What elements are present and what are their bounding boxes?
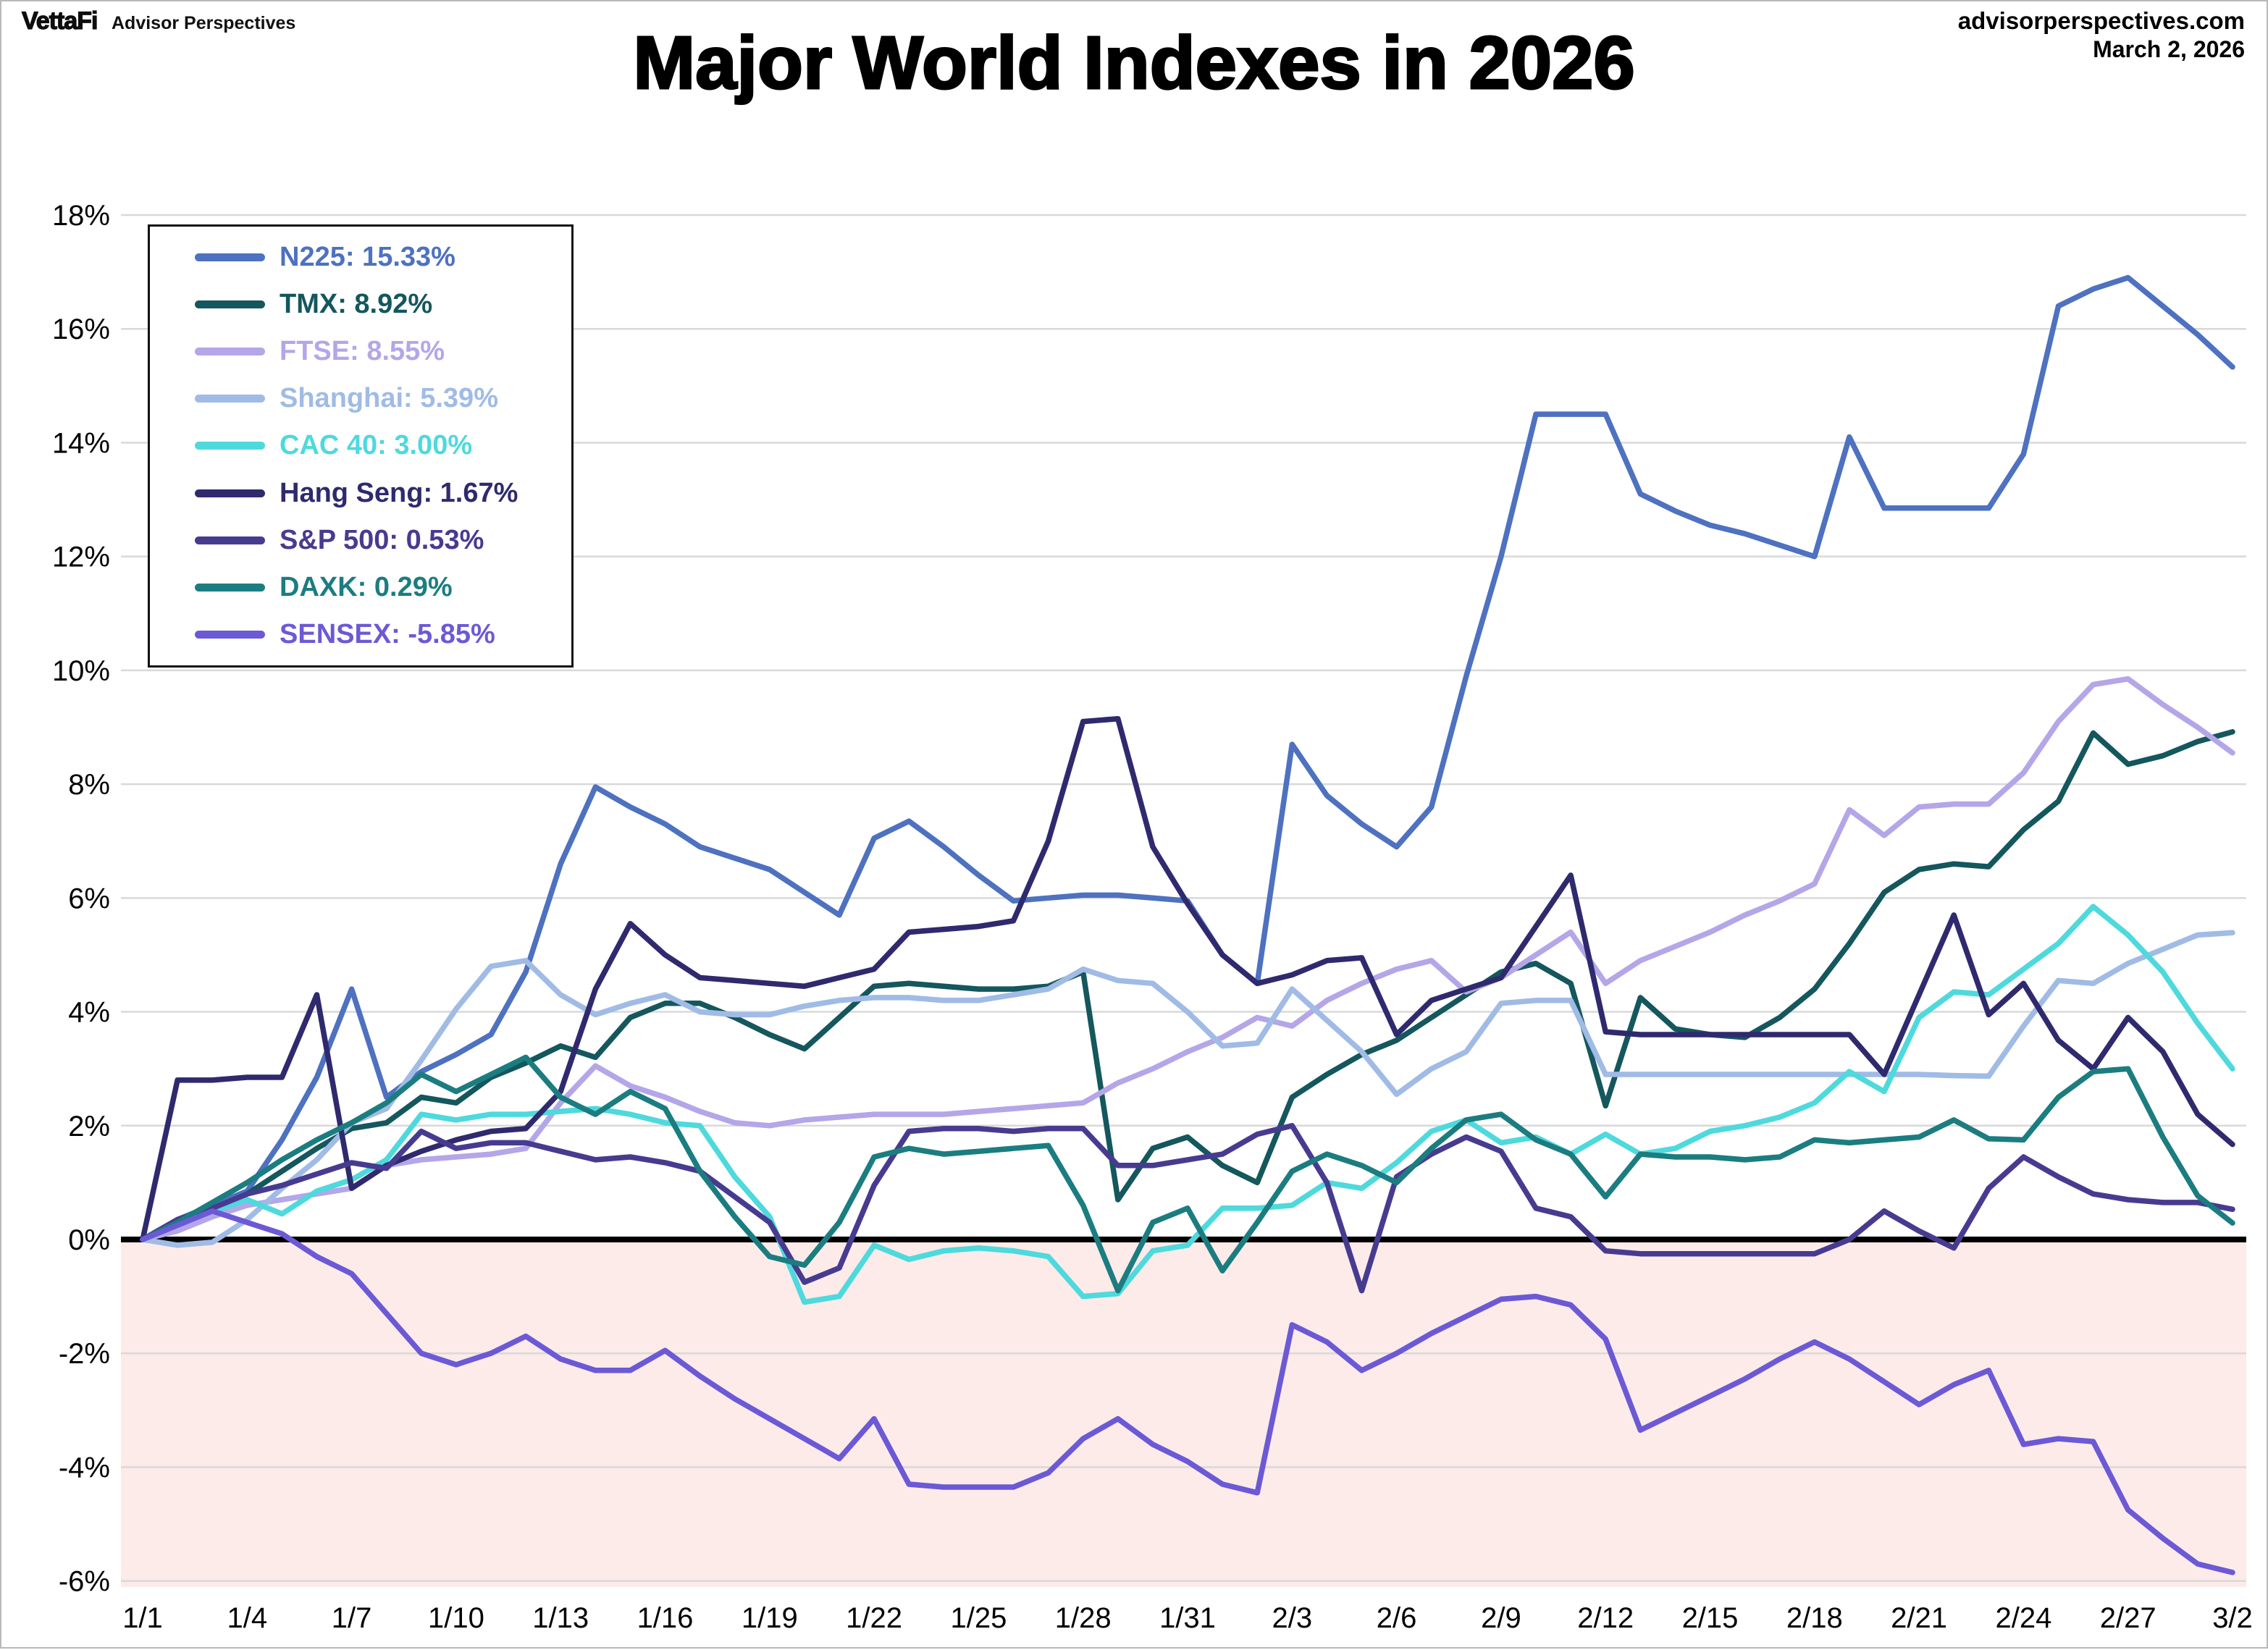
series-line-hangseng: [140, 715, 2235, 1242]
x-axis-label-1/16: 1/16: [637, 1602, 694, 1634]
y-axis-label--4: -4%: [59, 1452, 110, 1483]
x-axis-label-2/15: 2/15: [1682, 1602, 1739, 1634]
x-axis-label-2/18: 2/18: [1786, 1602, 1843, 1634]
chart-legend: N225: 15.33% TMX: 8.92% FTSE: 8.55% Shan…: [148, 224, 574, 668]
x-axis-label-1/10: 1/10: [428, 1602, 484, 1634]
y-axis-label--6: -6%: [59, 1566, 110, 1598]
x-axis-label-1/4: 1/4: [227, 1602, 267, 1634]
cac40-line-swatch: [195, 442, 265, 450]
sp500-line-swatch: [195, 536, 265, 544]
advisor-perspectives-logo-text: Advisor Perspectives: [112, 13, 296, 33]
x-axis-label-1/22: 1/22: [846, 1602, 902, 1634]
y-axis-label-8: 8%: [68, 769, 110, 801]
x-axis-label-2/3: 2/3: [1272, 1602, 1312, 1634]
y-axis-label-10: 10%: [52, 655, 110, 687]
legend-item-hangseng: Hang Seng: 1.67%: [150, 478, 571, 509]
legend-item-daxk: DAXK: 0.29%: [150, 572, 571, 603]
legend-item-shanghai: Shanghai: 5.39%: [150, 383, 571, 414]
legend-label: TMX: 8.92%: [280, 289, 433, 320]
y-axis-label--2: -2%: [59, 1338, 110, 1370]
legend-item-ftse: FTSE: 8.55%: [150, 336, 571, 367]
hangseng-line-swatch: [195, 489, 265, 497]
x-axis-label-1/31: 1/31: [1159, 1602, 1216, 1634]
legend-item-sensex: SENSEX: -5.85%: [150, 619, 571, 650]
x-axis-label-2/12: 2/12: [1577, 1602, 1634, 1634]
legend-item-sp500: S&P 500: 0.53%: [150, 525, 571, 556]
y-axis-label-12: 12%: [52, 542, 110, 573]
legend-label: SENSEX: -5.85%: [280, 618, 495, 649]
sensex-line-swatch: [195, 630, 265, 639]
y-axis-label-0: 0%: [68, 1224, 110, 1256]
daxk-line-swatch: [195, 583, 265, 592]
legend-label: CAC 40: 3.00%: [280, 430, 473, 461]
vettafi-logo: VettaFi: [21, 7, 98, 35]
site-url: advisorperspectives.com: [1957, 7, 2245, 34]
y-axis-label-6: 6%: [68, 883, 110, 914]
y-axis-label-18: 18%: [52, 200, 110, 232]
series-line-ftse: [140, 675, 2235, 1242]
legend-item-n225: N225: 15.33%: [150, 242, 571, 273]
ftse-line-swatch: [195, 348, 265, 356]
series-line-daxk: [140, 1054, 2235, 1294]
legend-label: DAXK: 0.29%: [280, 571, 453, 602]
y-axis-label-16: 16%: [52, 313, 110, 345]
x-axis-label-2/27: 2/27: [2100, 1602, 2156, 1634]
x-axis-label-1/25: 1/25: [950, 1602, 1007, 1634]
legend-label: Hang Seng: 1.67%: [280, 477, 518, 508]
series-line-cac40: [140, 904, 2235, 1305]
x-axis-label-2/6: 2/6: [1377, 1602, 1417, 1634]
legend-label: N225: 15.33%: [280, 242, 455, 273]
x-axis-label-1/19: 1/19: [742, 1602, 798, 1634]
negative-region-fill: [121, 1239, 2246, 1587]
x-axis-label-1/13: 1/13: [532, 1602, 589, 1634]
legend-label: FTSE: 8.55%: [280, 336, 445, 367]
x-axis-label-2/9: 2/9: [1481, 1602, 1521, 1634]
shanghai-line-swatch: [195, 395, 265, 403]
series-line-sensex: [140, 1208, 2235, 1575]
x-axis-label-3/2: 3/2: [2212, 1602, 2253, 1634]
legend-label: Shanghai: 5.39%: [280, 383, 498, 414]
series-line-sp500: [140, 1123, 2235, 1294]
chart-date: March 2, 2026: [2093, 36, 2245, 62]
x-axis-label-1/1: 1/1: [122, 1602, 163, 1634]
tmx-line-swatch: [195, 300, 265, 309]
legend-label: S&P 500: 0.53%: [280, 524, 484, 555]
page-title: Major World Indexes in 2026: [632, 20, 1636, 106]
x-axis-label-2/21: 2/21: [1891, 1602, 1947, 1634]
y-axis-label-14: 14%: [52, 427, 110, 459]
legend-item-tmx: TMX: 8.92%: [150, 289, 571, 320]
x-axis-label-2/24: 2/24: [1995, 1602, 2051, 1634]
x-axis-label-1/7: 1/7: [332, 1602, 372, 1634]
y-axis-label-4: 4%: [68, 997, 110, 1029]
n225-line-swatch: [195, 253, 265, 262]
x-axis-label-1/28: 1/28: [1055, 1602, 1112, 1634]
y-axis-label-2: 2%: [68, 1111, 110, 1142]
legend-item-cac40: CAC 40: 3.00%: [150, 430, 571, 461]
